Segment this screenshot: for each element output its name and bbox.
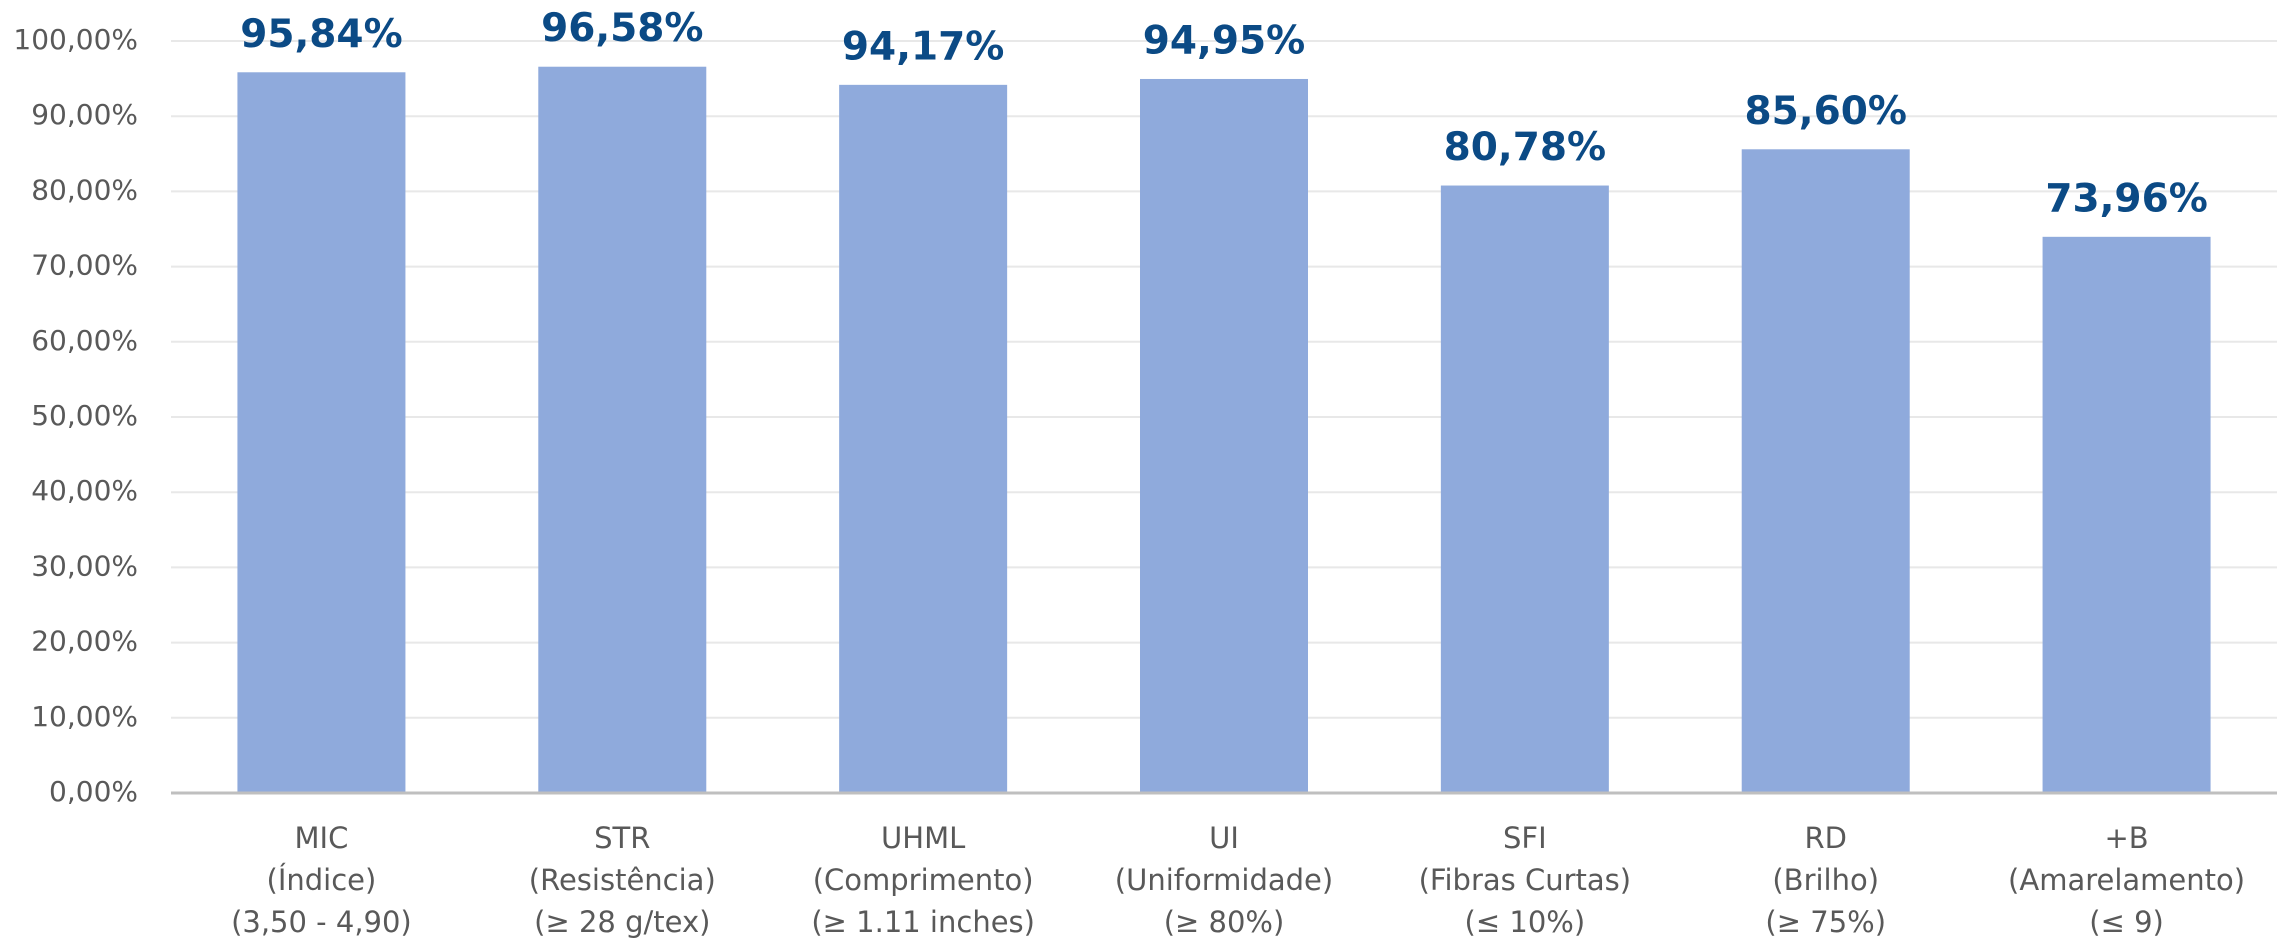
x-tick-label: (≥ 75%) (1765, 905, 1886, 939)
x-tick-label: +B (2104, 821, 2148, 855)
x-tick-label: UHML (881, 821, 965, 855)
data-label: 73,96% (2045, 176, 2207, 221)
y-tick-label: 50,00% (31, 399, 138, 432)
y-tick-label: 10,00% (31, 700, 138, 733)
y-tick-label: 90,00% (31, 98, 138, 131)
bar (237, 72, 406, 793)
bar (1140, 78, 1308, 793)
y-tick-label: 80,00% (31, 173, 138, 206)
y-tick-label: 40,00% (31, 474, 138, 507)
data-label: 94,95% (1143, 18, 1305, 63)
bar (839, 84, 1008, 793)
data-label: 80,78% (1444, 125, 1606, 170)
data-label: 95,84% (240, 12, 402, 57)
x-tick-label: SFI (1503, 821, 1547, 855)
x-tick-label: UI (1209, 821, 1239, 855)
x-tick-label: STR (594, 821, 650, 855)
x-tick-label: (Índice) (267, 863, 377, 897)
x-tick-label: (≤ 9) (2089, 905, 2164, 939)
x-tick-label: (Fibras Curtas) (1419, 863, 1632, 897)
x-tick-label: (3,50 - 4,90) (231, 905, 412, 939)
x-tick-label: (≥ 28 g/tex) (534, 905, 710, 939)
x-tick-label: MIC (295, 821, 349, 855)
y-tick-label: 70,00% (31, 249, 138, 282)
y-tick-label: 20,00% (31, 625, 138, 658)
x-tick-label: (Uniformidade) (1115, 863, 1333, 897)
x-tick-label: (≥ 80%) (1164, 905, 1285, 939)
x-tick-label: RD (1804, 821, 1846, 855)
bar (1440, 185, 1609, 793)
y-tick-label: 60,00% (31, 324, 138, 357)
bar (2042, 236, 2211, 793)
x-tick-label: (Brilho) (1772, 863, 1879, 897)
data-label: 94,17% (842, 24, 1004, 69)
x-tick-label: (Comprimento) (813, 863, 1034, 897)
y-tick-label: 30,00% (31, 549, 138, 582)
y-tick-label: 100,00% (13, 23, 138, 56)
x-tick-label: (Amarelamento) (2008, 863, 2245, 897)
y-tick-label: 0,00% (49, 775, 138, 808)
x-tick-label: (≤ 10%) (1465, 905, 1586, 939)
bar (538, 66, 707, 794)
x-tick-label: (≥ 1.11 inches) (811, 905, 1035, 939)
data-label: 96,58% (541, 6, 703, 51)
data-label: 85,60% (1744, 89, 1906, 134)
x-tick-label: (Resistência) (529, 863, 716, 897)
bar (1741, 149, 1910, 794)
